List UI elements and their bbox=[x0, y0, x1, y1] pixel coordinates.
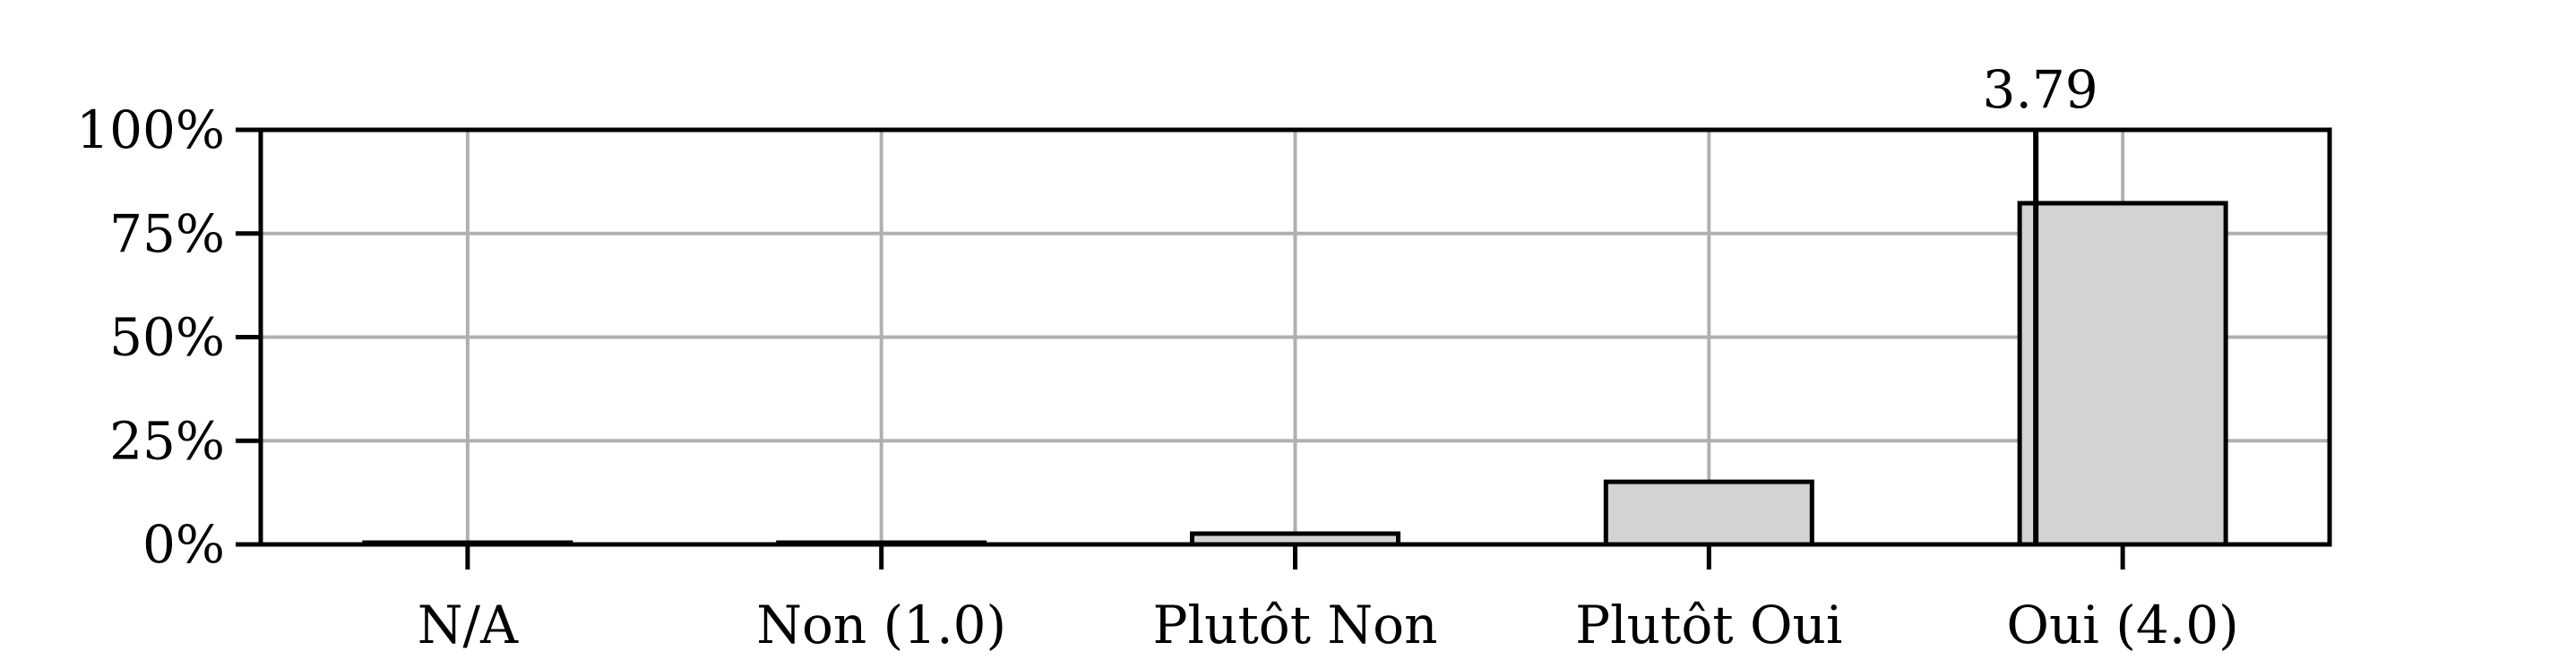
y-tick-label: 25% bbox=[109, 410, 225, 471]
y-axis: 0% 25% 50% 75% 100% bbox=[76, 99, 261, 575]
y-tick-label: 0% bbox=[142, 514, 225, 575]
x-tick-label: N/A bbox=[418, 595, 519, 655]
x-tick-label: Plutôt Non bbox=[1153, 595, 1438, 655]
y-tick-label: 75% bbox=[109, 203, 225, 264]
mean-label: 3.79 bbox=[1983, 59, 2098, 120]
mean-marker: 3.79 bbox=[1983, 59, 2098, 544]
x-tick-label: Non (1.0) bbox=[756, 595, 1006, 655]
x-tick-label: Plutôt Oui bbox=[1575, 595, 1842, 655]
y-tick-label: 50% bbox=[109, 307, 225, 368]
bar-plut-t-oui bbox=[1603, 479, 1814, 547]
x-axis: N/A Non (1.0) Plutôt Non Plutôt Oui Oui (4.0… bbox=[418, 544, 2239, 655]
x-tick-label: Oui (4.0) bbox=[2006, 595, 2238, 655]
y-tick-label: 100% bbox=[76, 99, 225, 160]
bar-oui-4-0 bbox=[2017, 201, 2228, 547]
